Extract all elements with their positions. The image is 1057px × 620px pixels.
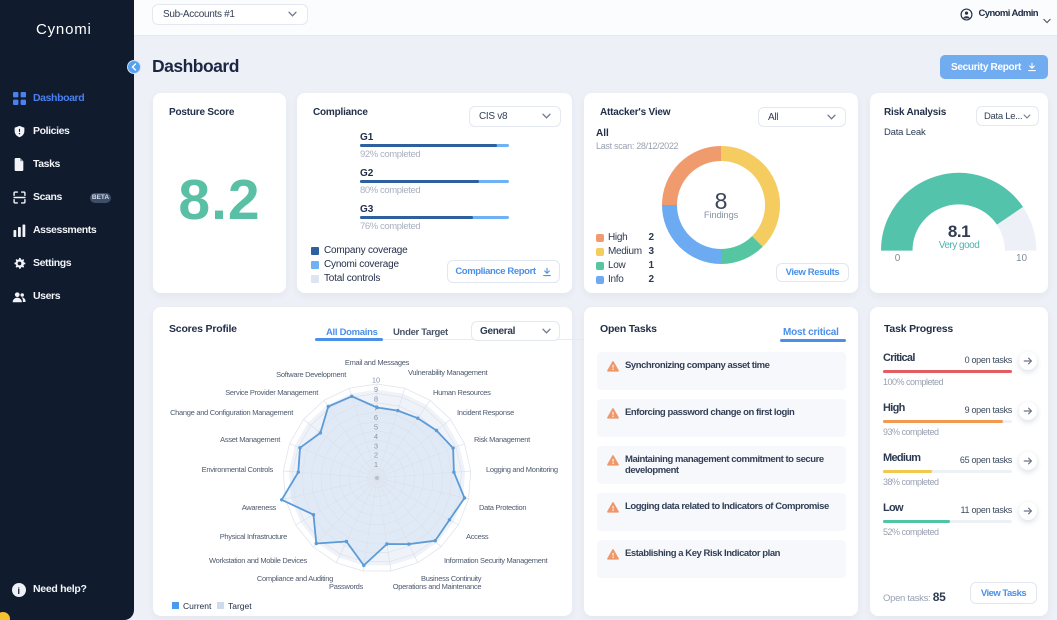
svg-text:Environmental Controls: Environmental Controls bbox=[202, 465, 274, 474]
svg-text:4: 4 bbox=[374, 432, 378, 441]
svg-text:Incident Response: Incident Response bbox=[457, 408, 514, 417]
svg-text:Email and Messages: Email and Messages bbox=[345, 358, 410, 367]
svg-text:9: 9 bbox=[374, 385, 378, 394]
svg-text:Access: Access bbox=[466, 532, 489, 541]
svg-text:Operations and Maintenance: Operations and Maintenance bbox=[393, 582, 482, 591]
svg-text:10: 10 bbox=[372, 376, 380, 385]
svg-text:1: 1 bbox=[374, 460, 378, 469]
svg-text:Compliance and Auditing: Compliance and Auditing bbox=[257, 574, 333, 583]
svg-text:2: 2 bbox=[374, 451, 378, 460]
svg-text:8: 8 bbox=[374, 394, 378, 403]
svg-text:Information Security Managemen: Information Security Management bbox=[444, 556, 548, 565]
svg-text:Service Provider Management: Service Provider Management bbox=[225, 388, 319, 397]
svg-text:Workstation and Mobile Devices: Workstation and Mobile Devices bbox=[209, 556, 308, 565]
svg-text:Logging and Monitoring: Logging and Monitoring bbox=[486, 465, 558, 474]
svg-text:5: 5 bbox=[374, 423, 378, 432]
svg-text:Asset Management: Asset Management bbox=[220, 435, 281, 444]
svg-text:Vulnerability Management: Vulnerability Management bbox=[408, 368, 488, 377]
svg-text:Risk Management: Risk Management bbox=[474, 435, 531, 444]
svg-text:Awareness: Awareness bbox=[242, 503, 277, 512]
svg-text:Data Protection: Data Protection bbox=[479, 503, 526, 512]
svg-text:6: 6 bbox=[374, 413, 378, 422]
svg-text:7: 7 bbox=[374, 404, 378, 413]
svg-text:Passwords: Passwords bbox=[329, 582, 364, 591]
svg-text:Business Continuity: Business Continuity bbox=[421, 574, 482, 583]
svg-text:3: 3 bbox=[374, 441, 378, 450]
svg-text:Physical Infrastructure: Physical Infrastructure bbox=[220, 532, 287, 541]
svg-text:Software Development: Software Development bbox=[276, 370, 347, 379]
svg-text:Change and Configuration Manag: Change and Configuration Management bbox=[170, 408, 294, 417]
svg-text:Human Resources: Human Resources bbox=[433, 388, 491, 397]
